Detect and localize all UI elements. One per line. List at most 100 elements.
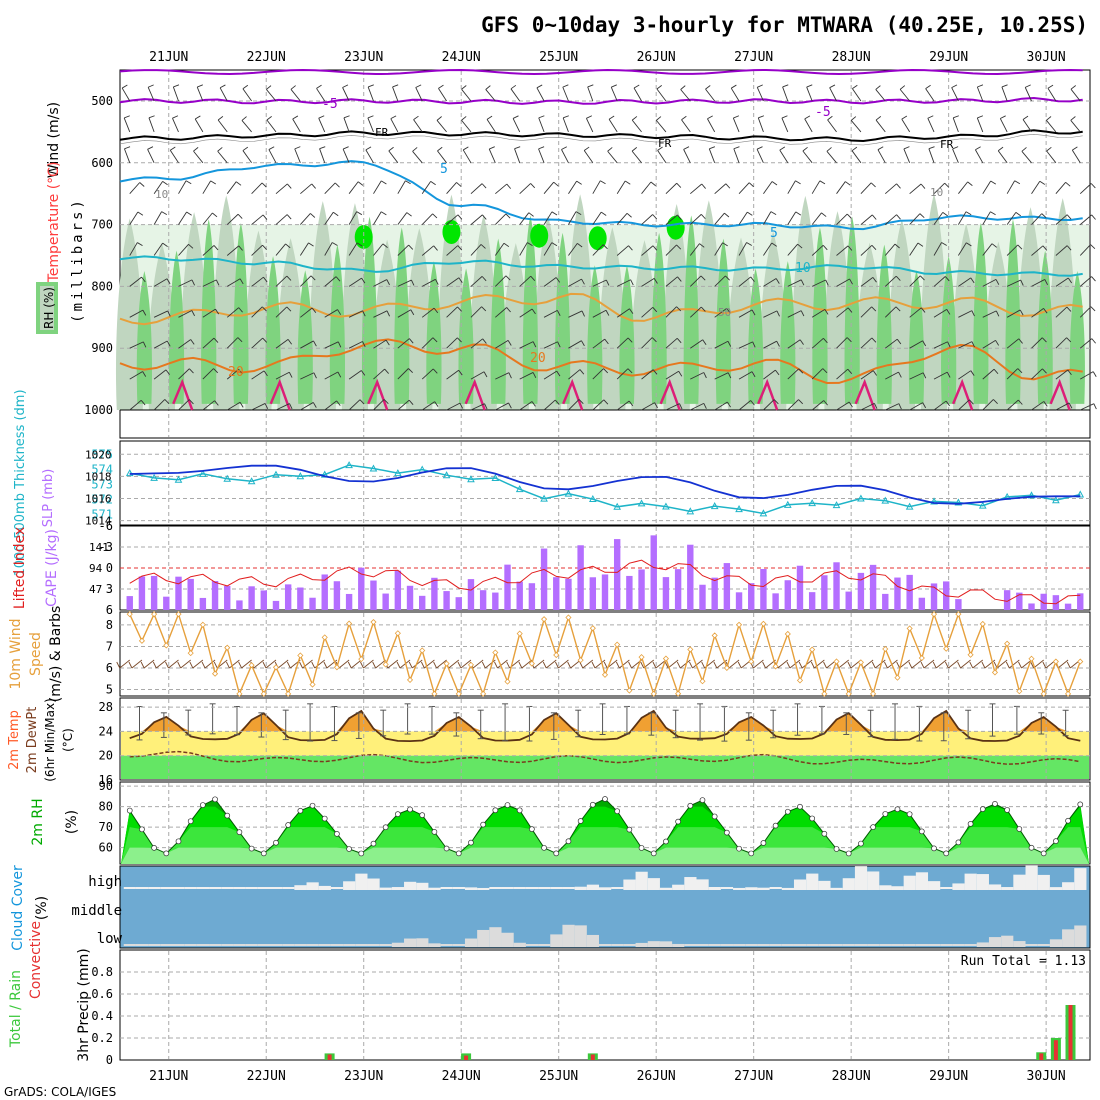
isotherm-25 <box>562 378 584 411</box>
cloud-low-bar <box>550 934 563 947</box>
thickness-marker <box>881 496 890 504</box>
wind-barb-flag <box>775 278 780 284</box>
wind10-marker <box>236 690 243 697</box>
wind-barb-flag <box>581 310 585 317</box>
wind-barb <box>266 119 277 133</box>
cape-bar <box>163 596 170 610</box>
wind10-barb-flag <box>481 661 486 669</box>
wind-barb <box>153 399 166 411</box>
wind-barb <box>999 118 1008 133</box>
wind10-barb-flag <box>128 661 133 669</box>
wind-barb-flag <box>1093 403 1097 410</box>
cape-bar <box>370 580 377 610</box>
wind-barb-flag <box>510 84 517 90</box>
wind-barb <box>495 372 510 380</box>
wind-barb-flag <box>191 310 195 317</box>
wind-barb-flag <box>1091 338 1096 344</box>
wind-barb-flag <box>213 368 219 374</box>
wind-barb <box>1031 307 1044 318</box>
rh2m-marker <box>699 797 706 803</box>
wind-barb-flag <box>335 276 341 282</box>
wind-barb <box>294 148 301 163</box>
wind-barb-flag <box>850 116 857 121</box>
wind-barb-flag <box>677 276 682 282</box>
wind-barb <box>909 372 924 380</box>
wind-barb-flag <box>977 84 984 88</box>
cloud-high-bar <box>733 887 746 890</box>
isotherm-25 <box>269 378 291 411</box>
tick-label-right: 1016 <box>85 492 112 505</box>
wind-barb-flag <box>581 340 585 347</box>
wind-barb <box>836 307 849 318</box>
wind10-barb-flag <box>1018 661 1022 669</box>
precip-convective-bar <box>590 1054 595 1060</box>
wind-barb <box>607 150 618 164</box>
wind-barb-flag <box>683 146 690 150</box>
wind-barb <box>275 371 290 380</box>
wind-barb-flag <box>141 276 146 283</box>
tick-label: 0 <box>106 1053 113 1067</box>
day-label: 24JUN <box>442 50 481 65</box>
wind-barb <box>562 117 569 133</box>
contour-label: FR <box>940 138 954 151</box>
wind-barb-flag <box>895 275 901 281</box>
wind-barb-flag <box>969 399 974 405</box>
wind-barb <box>421 337 434 349</box>
wind-barb <box>488 148 496 163</box>
cloud-low-trace <box>769 944 782 946</box>
wind10-barb-flag <box>823 661 827 669</box>
wind-barb <box>641 214 653 225</box>
wind-barb <box>884 183 897 195</box>
temp-band-low <box>121 755 1089 779</box>
wind-barb-flag <box>995 310 1000 317</box>
wind10-marker <box>626 687 633 694</box>
rh-plume-core <box>844 216 860 404</box>
thickness-marker <box>686 507 695 515</box>
wind10-barb <box>265 659 277 669</box>
wind-barb <box>690 402 704 411</box>
wind-barb-flag <box>1014 180 1021 185</box>
wind-barb <box>129 399 142 411</box>
wind-barb-flag <box>1017 368 1023 374</box>
wind-barb <box>324 212 334 225</box>
cloud-high-bar <box>623 879 636 890</box>
cloud-low-bar <box>477 929 490 947</box>
wind10-barb-flag <box>286 661 291 669</box>
wind-barb-flag <box>262 214 268 220</box>
cloud-low-trace <box>842 944 855 946</box>
day-label: 27JUN <box>734 1069 773 1084</box>
wind-barb-flag <box>1090 306 1096 312</box>
wind10-barb-flag <box>969 661 974 669</box>
cloud-high-bar <box>647 878 660 890</box>
wind-barb <box>884 243 896 256</box>
wind-barb-flag <box>751 371 756 378</box>
wind-barb-flag <box>434 401 439 407</box>
cloud-frame <box>119 865 1091 949</box>
wind-barb <box>421 307 435 318</box>
cloud-low-trace <box>245 944 258 946</box>
wind-barb-flag <box>458 369 463 376</box>
tick-label: 20 <box>99 749 113 763</box>
isotherm-25 <box>464 378 486 411</box>
wind-barb-flag <box>846 337 852 343</box>
precip-axis-label-3: 3hr Precip (mm) <box>76 948 92 1061</box>
tick-label: 8 <box>106 618 113 632</box>
cape-bar <box>930 583 938 610</box>
wind10-barb <box>716 659 728 669</box>
wind-barb-flag <box>603 368 609 374</box>
wind-barb <box>982 399 994 411</box>
wind-barb <box>763 399 775 411</box>
wind-barb-flag <box>432 368 438 374</box>
wind-barb <box>1046 150 1057 164</box>
tick-label: -3 <box>99 540 113 554</box>
wind-barb-flag <box>928 146 935 150</box>
rh2m-marker <box>675 818 681 825</box>
cape-bar <box>1064 603 1072 610</box>
wind-barb-flag <box>898 371 902 378</box>
wind10-barb <box>485 659 496 669</box>
wind-barb-flag <box>587 84 594 88</box>
wind-barb-flag <box>1066 337 1072 343</box>
wind10-barb <box>363 659 374 669</box>
cloud-high-bar <box>1025 865 1038 890</box>
wind10-barb-flag <box>798 661 803 669</box>
